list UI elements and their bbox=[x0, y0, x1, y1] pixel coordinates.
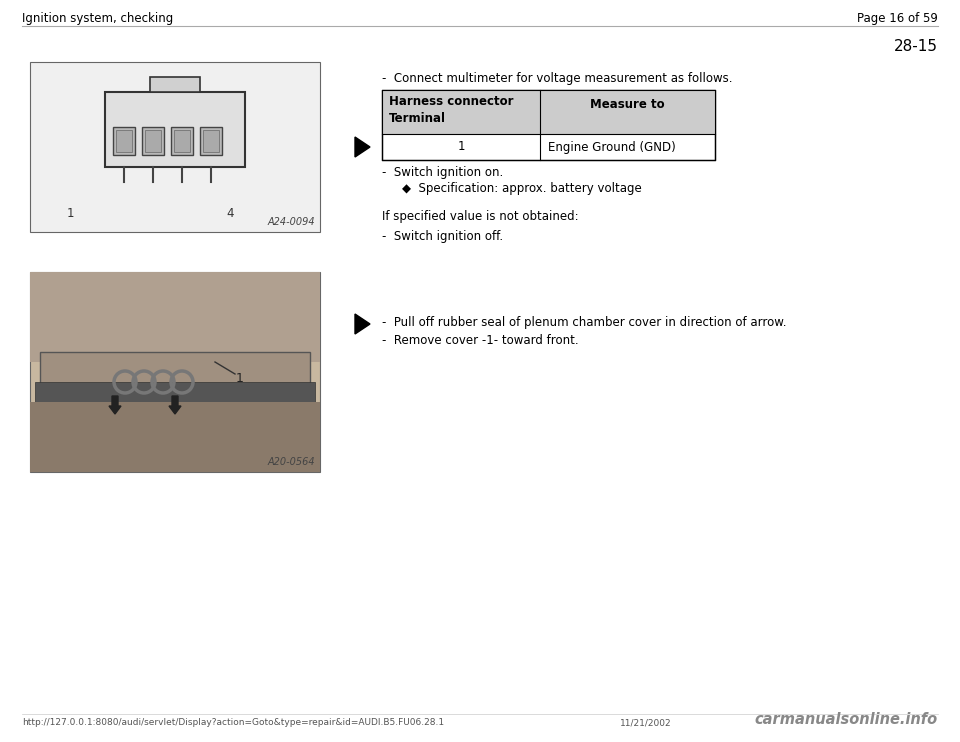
Bar bbox=[145, 130, 161, 152]
Bar bbox=[174, 130, 190, 152]
Polygon shape bbox=[355, 314, 370, 334]
Bar bbox=[142, 127, 164, 155]
Text: Terminal: Terminal bbox=[389, 112, 446, 125]
Bar bbox=[30, 62, 320, 232]
Text: 1: 1 bbox=[236, 372, 244, 384]
Bar bbox=[150, 77, 200, 92]
Text: Engine Ground (GND): Engine Ground (GND) bbox=[548, 140, 676, 154]
Text: -  Switch ignition on.: - Switch ignition on. bbox=[382, 166, 503, 179]
Text: 1: 1 bbox=[457, 140, 465, 154]
Text: carmanualsonline.info: carmanualsonline.info bbox=[755, 712, 938, 727]
Text: Ignition system, checking: Ignition system, checking bbox=[22, 12, 173, 25]
Bar bbox=[171, 127, 193, 155]
Bar bbox=[30, 402, 320, 472]
Text: -  Switch ignition off.: - Switch ignition off. bbox=[382, 230, 503, 243]
Bar bbox=[30, 272, 320, 362]
Polygon shape bbox=[355, 137, 370, 157]
Bar bbox=[116, 130, 132, 152]
Bar bbox=[113, 127, 135, 155]
Bar bbox=[40, 352, 310, 388]
Text: 1: 1 bbox=[66, 207, 74, 220]
Bar bbox=[382, 90, 715, 134]
Text: ◆  Specification: approx. battery voltage: ◆ Specification: approx. battery voltage bbox=[402, 182, 641, 195]
Bar bbox=[200, 127, 222, 155]
Text: 11/21/2002: 11/21/2002 bbox=[620, 718, 672, 727]
Text: Measure to: Measure to bbox=[590, 99, 665, 111]
Text: http://127.0.0.1:8080/audi/servlet/Display?action=Goto&type=repair&id=AUDI.B5.FU: http://127.0.0.1:8080/audi/servlet/Displ… bbox=[22, 718, 444, 727]
Bar bbox=[35, 382, 315, 402]
Bar bbox=[382, 90, 715, 160]
Text: A24-0094: A24-0094 bbox=[268, 217, 315, 227]
FancyArrow shape bbox=[169, 396, 181, 414]
Text: Harness connector: Harness connector bbox=[389, 95, 514, 108]
Text: -  Connect multimeter for voltage measurement as follows.: - Connect multimeter for voltage measure… bbox=[382, 72, 732, 85]
Text: 4: 4 bbox=[227, 207, 233, 220]
Text: A20-0564: A20-0564 bbox=[268, 457, 315, 467]
Bar bbox=[105, 92, 245, 167]
Text: -  Pull off rubber seal of plenum chamber cover in direction of arrow.: - Pull off rubber seal of plenum chamber… bbox=[382, 316, 786, 329]
Text: If specified value is not obtained:: If specified value is not obtained: bbox=[382, 210, 579, 223]
Bar bbox=[30, 272, 320, 472]
Bar bbox=[203, 130, 219, 152]
Text: -  Remove cover -1- toward front.: - Remove cover -1- toward front. bbox=[382, 334, 579, 347]
Text: Page 16 of 59: Page 16 of 59 bbox=[857, 12, 938, 25]
Text: 28-15: 28-15 bbox=[894, 39, 938, 54]
FancyArrow shape bbox=[109, 396, 121, 414]
